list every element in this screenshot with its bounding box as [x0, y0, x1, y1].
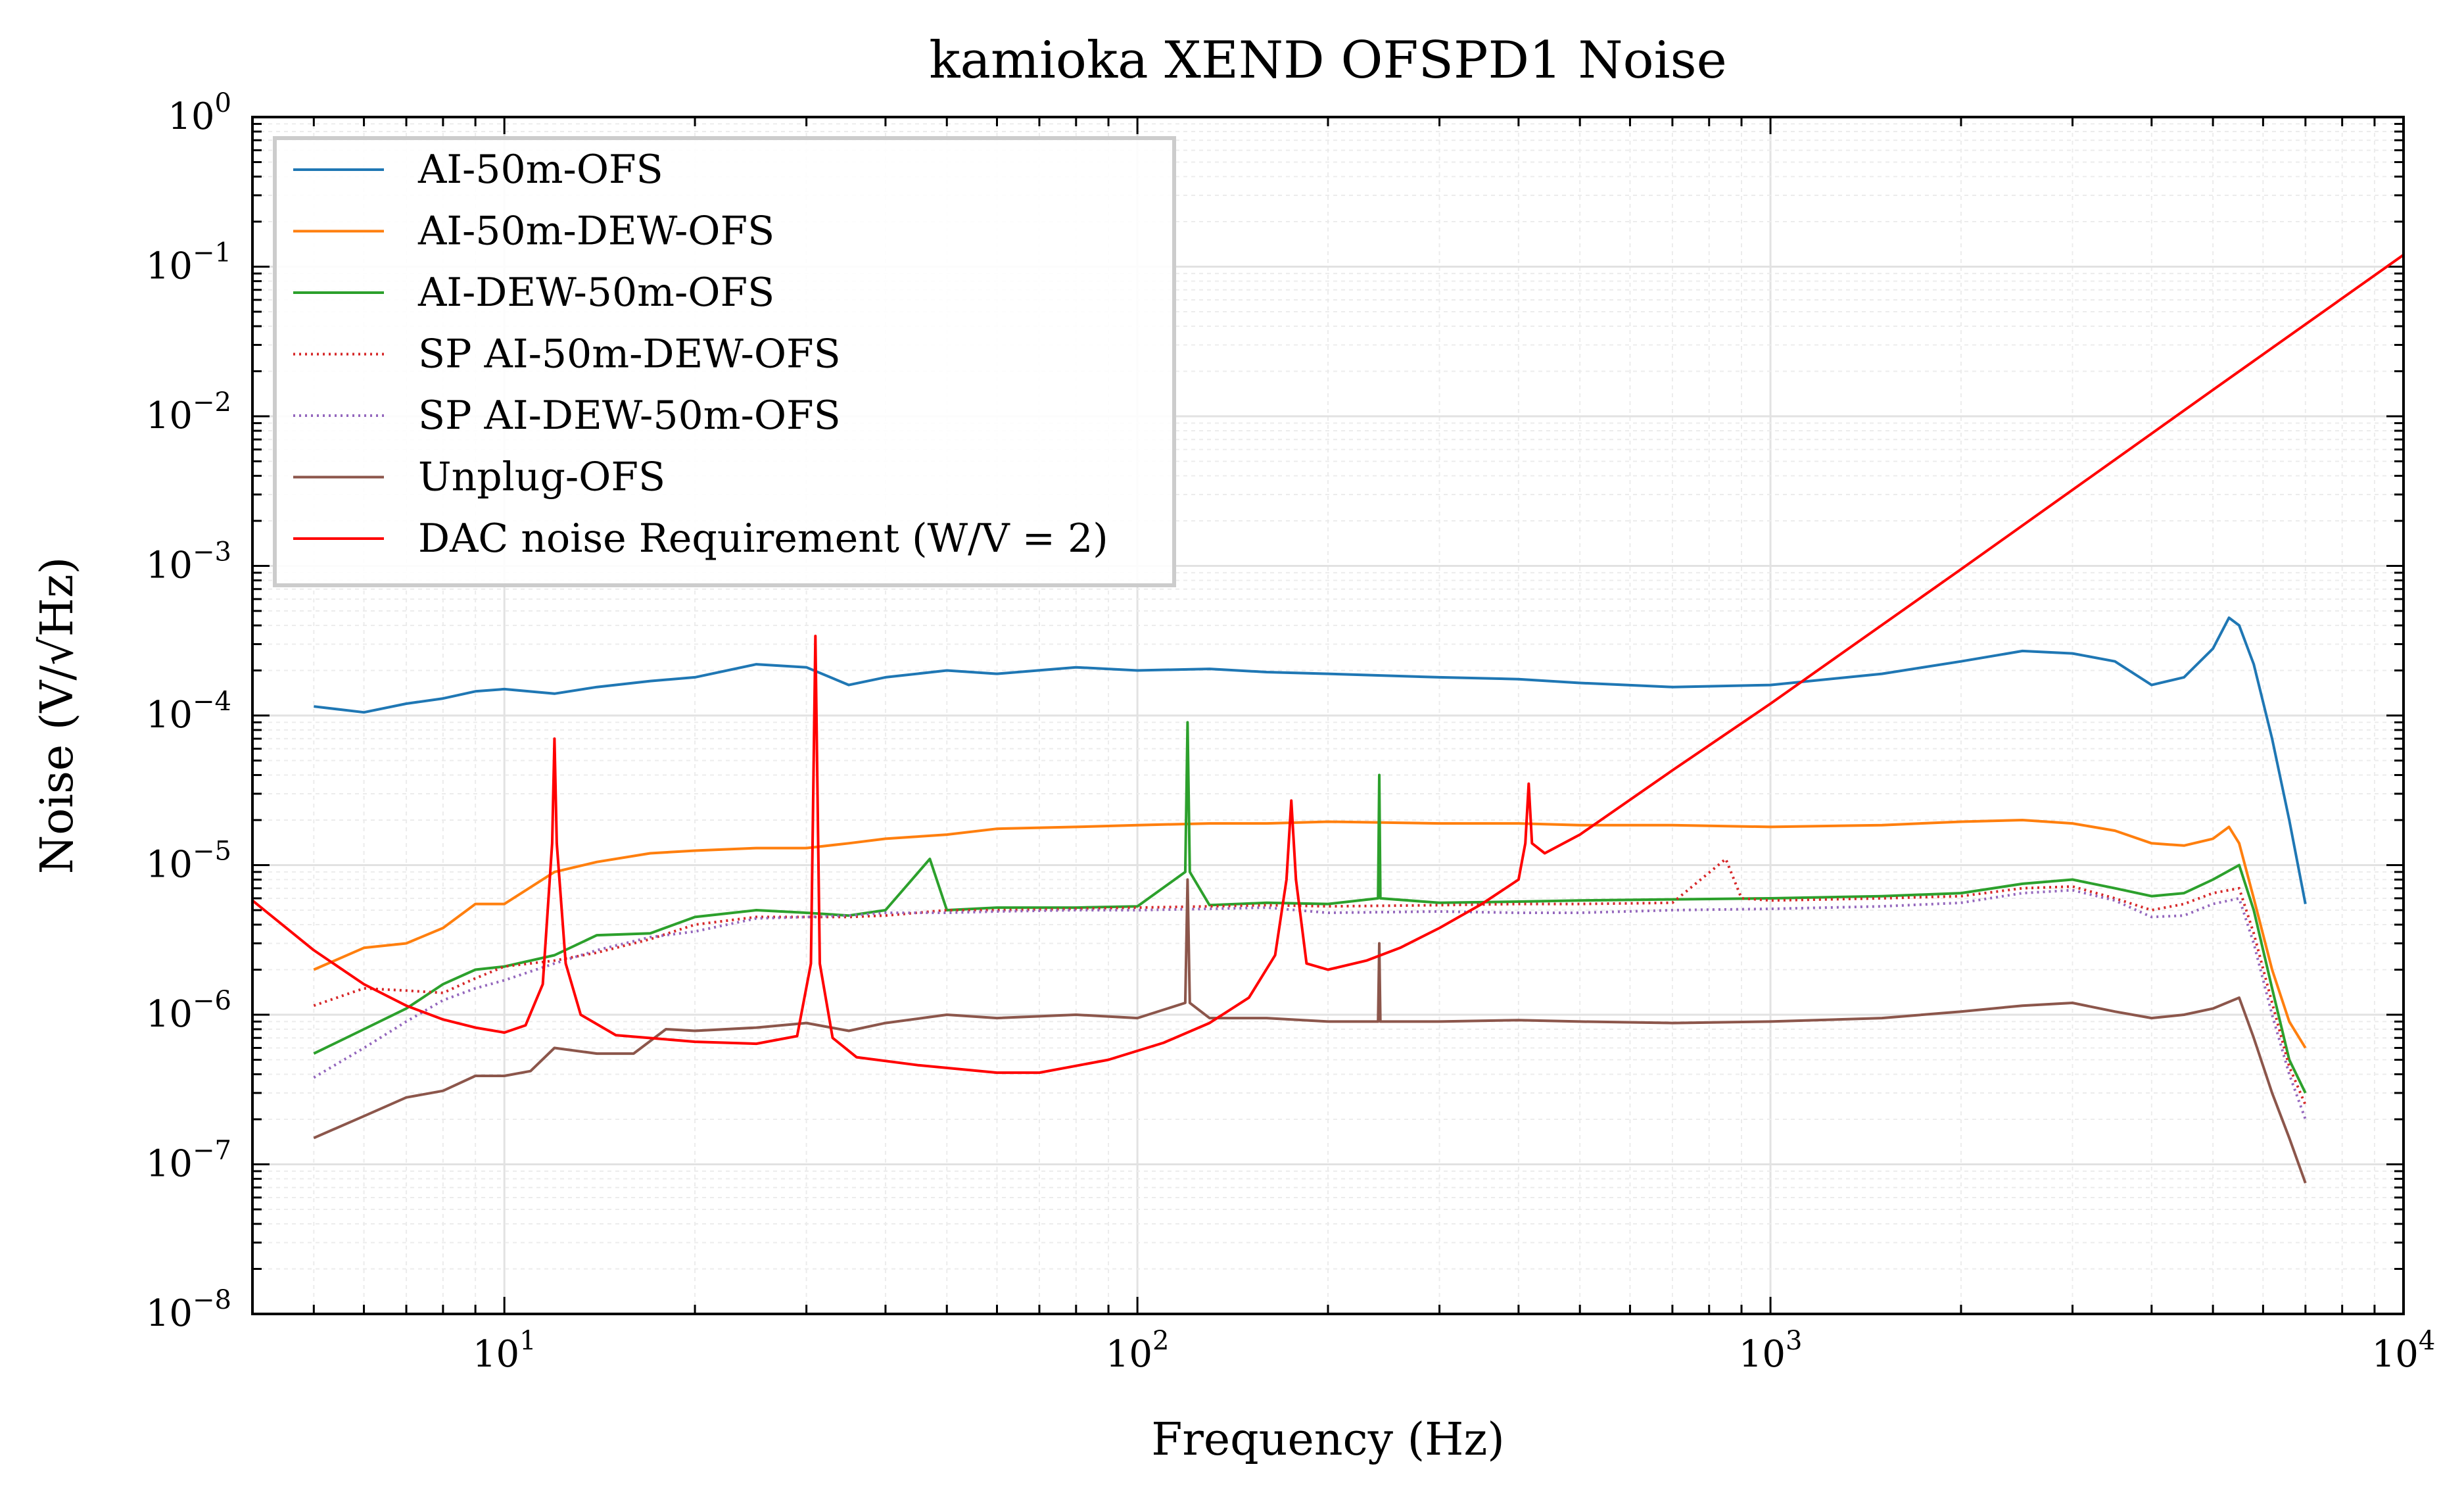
series-line-6: [313, 878, 2307, 1184]
legend-label: SP AI-50m-DEW-OFS: [418, 331, 841, 377]
x-tick-label: 104: [2372, 1326, 2436, 1376]
y-axis-label: Noise (V/√Hz): [32, 557, 83, 874]
y-tick-labels: 10−8 10−7 10−6 10−5 10−4 10−3 10−2 10−1 100: [146, 88, 231, 1335]
y-tick-label: 10−2: [146, 387, 231, 437]
y-tick-label: 10−8: [146, 1285, 231, 1335]
x-tick-labels: 101 102 103 104: [473, 1326, 2436, 1376]
grid-layer: [252, 116, 2405, 1315]
legend-box: [273, 136, 1176, 587]
series-line-2: [313, 819, 2307, 1049]
x-axis-label: Frequency (Hz): [1151, 1414, 1505, 1466]
legend-label: Unplug-OFS: [418, 454, 665, 500]
y-tick-label: 10−7: [146, 1136, 231, 1186]
series-layer: [252, 253, 2404, 1184]
chart-title: kamioka XEND OFSPD1 Noise: [929, 31, 1727, 90]
y-tick-label: 10−3: [146, 537, 231, 587]
y-tick-label: 10−5: [146, 837, 231, 886]
series-line-7: [252, 253, 2404, 1075]
series-line-3: [313, 721, 2307, 1094]
legend-label: AI-50m-OFS: [417, 147, 663, 193]
x-tick-label: 103: [1739, 1326, 1803, 1376]
legend: AI-50m-OFS AI-50m-DEW-OFS AI-DEW-50m-OFS SP…: [273, 136, 1176, 587]
legend-label: SP AI-DEW-50m-OFS: [418, 393, 841, 439]
x-tick-label: 101: [473, 1326, 536, 1376]
y-tick-label: 10−6: [146, 986, 231, 1036]
legend-label: AI-50m-DEW-OFS: [417, 208, 774, 255]
series-line-1: [314, 616, 2307, 904]
legend-label: AI-DEW-50m-OFS: [417, 270, 774, 316]
plot-frame: [251, 116, 2405, 1315]
legend-entries: AI-50m-OFS AI-50m-DEW-OFS AI-DEW-50m-OFS SP…: [293, 147, 1108, 562]
legend-label: DAC noise Requirement (W/V = 2): [418, 516, 1108, 562]
ticks-layer: [251, 116, 2405, 1315]
y-tick-label: 10−4: [146, 687, 231, 737]
x-tick-label: 102: [1106, 1326, 1170, 1376]
y-tick-label: 10−1: [146, 238, 231, 288]
y-tick-label: 100: [168, 88, 231, 138]
